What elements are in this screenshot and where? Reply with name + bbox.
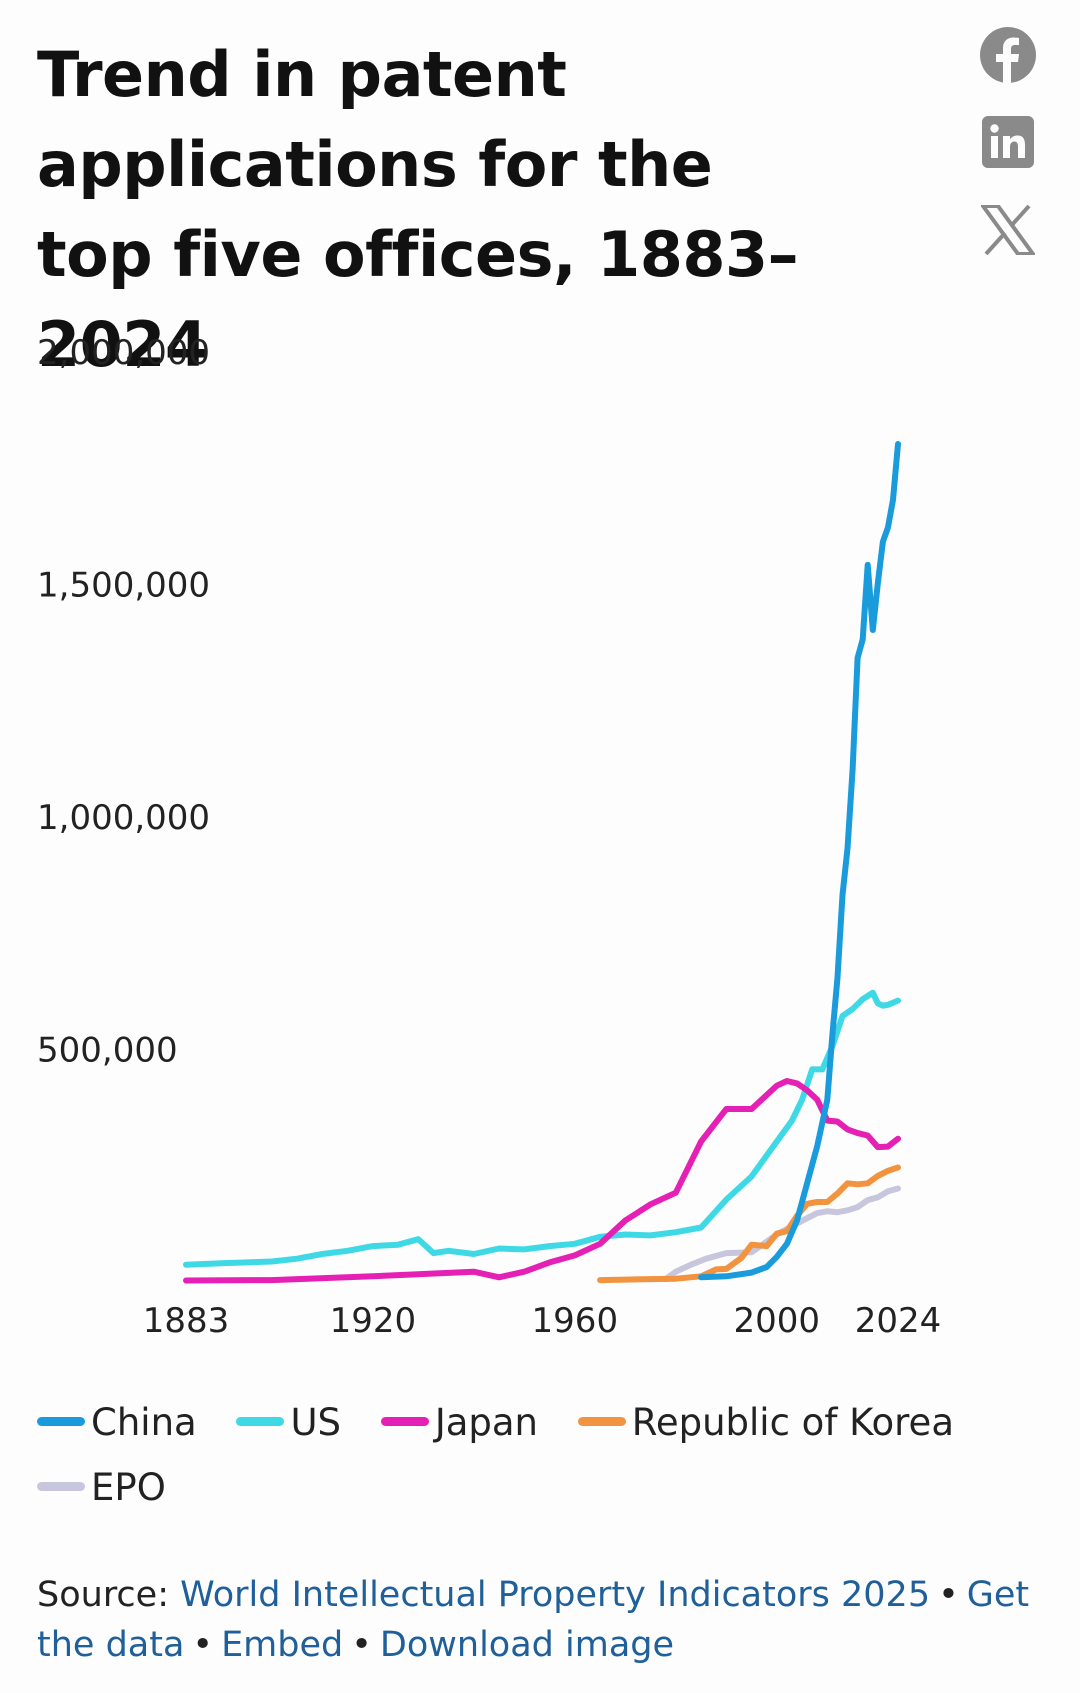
legend-swatch-china (37, 1417, 85, 1426)
source-prefix: Source: (37, 1575, 170, 1615)
chart-legend: China US Japan Republic of Korea EPO (37, 1390, 1037, 1520)
legend-swatch-korea (577, 1417, 626, 1426)
y-tick-label: 2,000,000 (37, 333, 210, 373)
legend-item-china[interactable]: China (37, 1401, 197, 1444)
y-tick-label: 1,000,000 (37, 798, 210, 838)
x-tick-label: 2024 (855, 1301, 942, 1341)
source-note: Source: World Intellectual Property Indi… (37, 1570, 1047, 1670)
source-report-link[interactable]: World Intellectual Property Indicators 2… (180, 1575, 931, 1615)
facebook-icon (980, 27, 1036, 84)
separator-1: • (938, 1575, 959, 1615)
facebook-share-button[interactable] (979, 26, 1037, 84)
chart-title: Trend in patent applications for the top… (37, 38, 799, 381)
separator-3: • (351, 1625, 372, 1665)
y-tick-label: 1,500,000 (37, 566, 210, 606)
series-line-china[interactable] (698, 441, 901, 1281)
series-line-japan[interactable] (183, 1078, 901, 1284)
legend-item-korea[interactable]: Republic of Korea (577, 1401, 954, 1444)
x-tick-label: 1920 (330, 1301, 417, 1341)
download-image-link[interactable]: Download image (379, 1625, 675, 1665)
series-line-republic-of-korea[interactable] (597, 1164, 901, 1284)
separator-2: • (192, 1625, 214, 1665)
legend-swatch-japan (380, 1417, 429, 1426)
x-axis: 1883 1920 1960 2000 2024 (143, 1301, 942, 1341)
linkedin-share-button[interactable] (979, 113, 1037, 171)
series-line-epo[interactable] (662, 1185, 901, 1283)
embed-link[interactable]: Embed (221, 1625, 344, 1665)
x-icon (981, 205, 1035, 255)
series-line-us[interactable] (183, 989, 901, 1268)
legend-swatch-epo (37, 1482, 85, 1491)
legend-item-japan[interactable]: Japan (380, 1401, 538, 1444)
x-tick-label: 2000 (734, 1301, 821, 1341)
series-lines (183, 441, 901, 1284)
x-tick-label: 1960 (532, 1301, 619, 1341)
legend-item-epo[interactable]: EPO (37, 1466, 166, 1509)
legend-item-us[interactable]: US (236, 1401, 341, 1444)
y-tick-label: 500,000 (37, 1031, 178, 1071)
get-data-link[interactable]: Get the data (37, 1575, 1030, 1665)
x-tick-label: 1883 (143, 1301, 230, 1341)
linkedin-icon (982, 116, 1034, 168)
legend-swatch-us (236, 1417, 285, 1426)
x-share-button[interactable] (979, 201, 1037, 259)
y-axis: 500,000 1,000,000 1,500,000 2,000,000 (37, 333, 210, 1071)
